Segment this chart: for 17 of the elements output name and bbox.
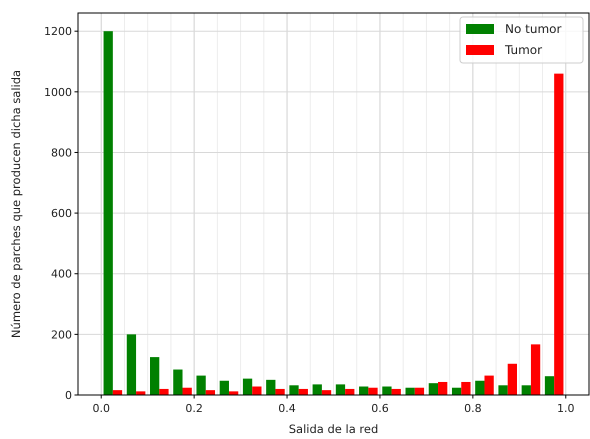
x-tick-label: 0.6 <box>371 402 389 415</box>
y-tick-label: 800 <box>51 146 72 160</box>
x-axis-title: Salida de la red <box>288 422 378 436</box>
y-tick-label: 400 <box>51 268 72 281</box>
x-tick-label: 0.4 <box>278 402 296 415</box>
legend-label: No tumor <box>505 22 562 36</box>
y-tick-label: 0 <box>65 389 72 402</box>
y-tick-label: 200 <box>51 328 72 342</box>
x-tick-label: 0.2 <box>185 402 203 415</box>
x-tick-label: 0.8 <box>464 402 482 415</box>
y-tick-label: 1200 <box>44 25 72 38</box>
x-tick-label: 1.0 <box>557 402 575 415</box>
legend-label: Tumor <box>504 43 542 57</box>
y-tick-label: 600 <box>51 207 72 220</box>
x-tick-label: 0.0 <box>92 402 110 415</box>
y-axis-title: Número de parches que producen dicha salida <box>9 70 23 338</box>
y-tick-label: 1000 <box>44 86 72 99</box>
